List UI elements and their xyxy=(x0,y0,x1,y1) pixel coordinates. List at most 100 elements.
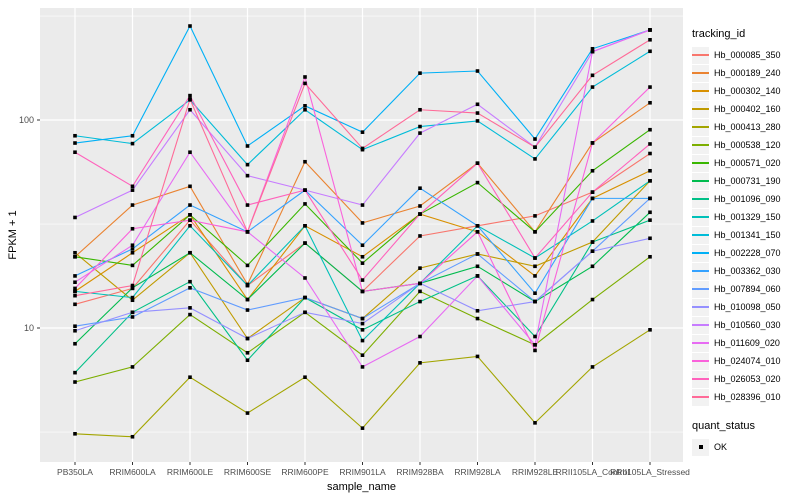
legend-item-label: Hb_000538_120 xyxy=(714,140,781,150)
data-point xyxy=(245,336,250,341)
x-tick-label: RRIM600SE xyxy=(224,467,272,477)
data-point xyxy=(73,370,77,375)
x-tick-label: RRIM600LA xyxy=(109,467,156,477)
data-point xyxy=(590,365,595,369)
data-point xyxy=(245,230,250,234)
quant-legend-item: OK xyxy=(692,438,798,456)
data-point xyxy=(648,254,652,259)
data-point xyxy=(73,133,77,138)
data-point xyxy=(418,71,422,75)
legend-color-line-icon xyxy=(692,288,709,290)
data-point xyxy=(360,316,365,321)
data-point xyxy=(533,421,537,425)
data-point xyxy=(130,434,135,439)
data-point xyxy=(475,161,480,165)
data-point xyxy=(130,283,135,288)
legend-key-swatch xyxy=(692,334,709,352)
legend-item-Hb_010098_050: Hb_010098_050 xyxy=(692,298,798,316)
legend-item-Hb_000189_240: Hb_000189_240 xyxy=(692,64,798,82)
data-point xyxy=(533,291,537,295)
data-point xyxy=(303,295,307,300)
data-point xyxy=(73,431,77,436)
legend-color-line-icon xyxy=(692,54,709,56)
legend-title-quant-status: quant_status xyxy=(692,420,755,432)
data-point xyxy=(533,230,537,234)
legend-item-label: Hb_010560_030 xyxy=(714,320,781,330)
legend-color-line-icon xyxy=(692,144,709,146)
data-point xyxy=(475,264,480,269)
data-point xyxy=(245,411,250,415)
data-point xyxy=(130,247,135,251)
data-point xyxy=(533,214,537,218)
legend-color-line-icon xyxy=(692,378,709,380)
data-point xyxy=(130,243,135,248)
data-point xyxy=(475,69,480,73)
data-point xyxy=(188,312,192,317)
data-point xyxy=(418,107,422,112)
data-point xyxy=(360,146,365,151)
data-point xyxy=(245,308,250,312)
data-point xyxy=(130,226,135,231)
data-point xyxy=(130,310,135,315)
data-point xyxy=(130,286,135,290)
data-point xyxy=(130,295,135,300)
legend-key-swatch xyxy=(692,46,709,64)
data-point xyxy=(360,426,365,430)
legend-color-line-icon xyxy=(692,216,709,218)
legend-key-swatch xyxy=(692,438,709,456)
legend-key-swatch xyxy=(692,82,709,100)
panel-background xyxy=(40,8,683,462)
data-point xyxy=(303,104,307,108)
data-point xyxy=(188,218,192,222)
data-point xyxy=(130,315,135,319)
data-point xyxy=(188,97,192,101)
data-point xyxy=(360,289,365,294)
x-tick-label: RRIM901LA xyxy=(339,467,386,477)
y-axis-title: FPKM + 1 xyxy=(7,210,19,260)
data-point xyxy=(533,264,537,269)
data-point xyxy=(245,350,250,355)
data-point xyxy=(533,348,537,353)
data-point xyxy=(245,283,250,288)
data-point xyxy=(73,324,77,329)
data-point xyxy=(360,203,365,207)
data-point xyxy=(188,286,192,290)
x-tick-label: RRIM928LA xyxy=(454,467,501,477)
data-point xyxy=(418,289,422,294)
data-point xyxy=(360,338,365,343)
data-point xyxy=(188,184,192,189)
legend-color-line-icon xyxy=(692,198,709,200)
data-point xyxy=(590,46,595,51)
data-point xyxy=(303,75,307,79)
data-point xyxy=(475,230,480,234)
data-point xyxy=(73,215,77,220)
legend-item-label: Hb_003362_030 xyxy=(714,266,781,276)
data-point xyxy=(73,328,77,333)
data-point xyxy=(130,188,135,192)
data-point xyxy=(188,306,192,310)
data-point xyxy=(188,213,192,217)
x-tick-label: RRIM600PE xyxy=(281,467,329,477)
legend-color-line-icon xyxy=(692,270,709,272)
data-point xyxy=(475,308,480,313)
legend-item-label: Hb_000302_140 xyxy=(714,86,781,96)
data-point xyxy=(73,150,77,155)
legend-key-swatch xyxy=(692,208,709,226)
data-point xyxy=(73,302,77,307)
legend-key-swatch xyxy=(692,226,709,244)
data-point xyxy=(475,316,480,321)
legend-title-tracking-id: tracking_id xyxy=(692,28,746,40)
legend-key-swatch xyxy=(692,388,709,406)
legend-item-label: Hb_011609_020 xyxy=(714,338,780,348)
data-point xyxy=(533,343,537,347)
legend-key-swatch xyxy=(692,100,709,118)
data-point xyxy=(188,279,192,284)
legend-key-swatch xyxy=(692,118,709,136)
data-point xyxy=(130,184,135,189)
data-point xyxy=(648,37,652,42)
data-point xyxy=(130,141,135,146)
legend-key-swatch xyxy=(692,298,709,316)
legend-color-line-icon xyxy=(692,108,709,110)
legend-item-Hb_000402_160: Hb_000402_160 xyxy=(692,100,798,118)
data-point xyxy=(475,223,480,228)
